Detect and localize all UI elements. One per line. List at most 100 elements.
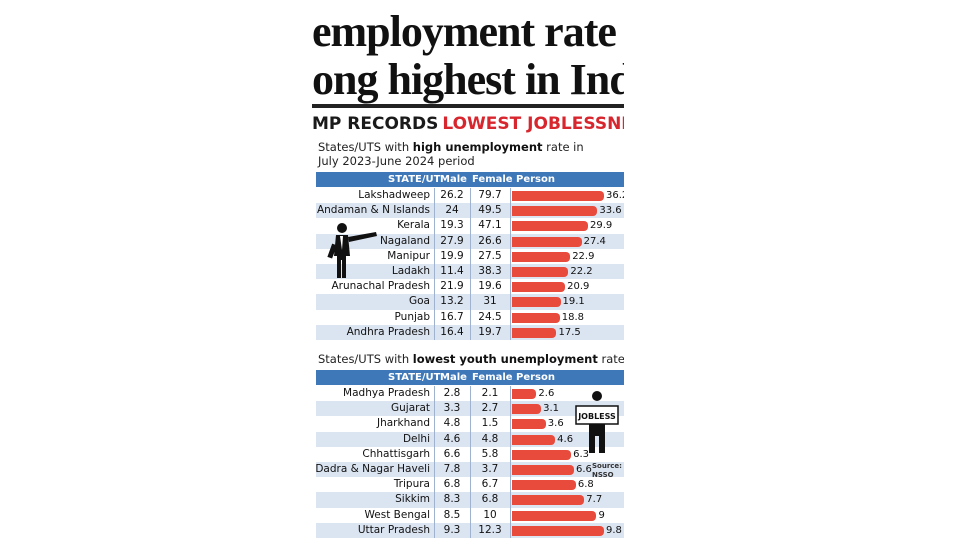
person-value-label: 9.8 xyxy=(606,524,622,536)
column-divider xyxy=(470,522,471,538)
headline-line-2: ong highest in India xyxy=(312,55,624,104)
table-row: Andaman & N Islands 24 49.5 33.6 xyxy=(316,203,624,219)
female-value: 49.5 xyxy=(478,204,502,217)
table-row: Punjab 16.7 24.5 18.8 xyxy=(316,309,624,325)
column-divider xyxy=(434,294,435,310)
column-divider xyxy=(510,279,511,295)
state-label: Gujarat xyxy=(390,402,430,415)
table1-col-state: STATE/UT xyxy=(388,174,441,185)
table2-subtitle-bold: lowest youth unemployment xyxy=(412,352,598,366)
column-divider xyxy=(470,416,471,432)
column-divider xyxy=(434,507,435,523)
column-divider xyxy=(470,233,471,249)
female-value: 27.5 xyxy=(478,249,502,262)
table2-col-person: Person xyxy=(516,372,555,383)
table1-col-male: Male xyxy=(440,174,467,185)
person-value-label: 3.1 xyxy=(543,403,559,415)
table2-col-state: STATE/UT xyxy=(388,372,441,383)
column-divider xyxy=(510,203,511,219)
male-value: 4.8 xyxy=(443,417,461,430)
male-value: 21.9 xyxy=(440,280,464,293)
table-row: Arunachal Pradesh 21.9 19.6 20.9 xyxy=(316,279,624,295)
column-divider xyxy=(470,188,471,204)
state-label: Kerala xyxy=(397,219,430,232)
jobless-sign-text: JOBLESS xyxy=(577,412,616,421)
column-divider xyxy=(434,188,435,204)
male-value: 24 xyxy=(445,204,459,217)
person-bar xyxy=(512,221,588,232)
column-divider xyxy=(434,309,435,325)
person-bar xyxy=(512,206,598,217)
column-divider xyxy=(470,264,471,280)
female-value: 26.6 xyxy=(478,234,502,247)
person-bar xyxy=(512,465,574,475)
column-divider xyxy=(434,416,435,432)
person-value-label: 7.7 xyxy=(586,494,603,506)
person-bar xyxy=(512,251,571,262)
male-value: 19.9 xyxy=(440,249,464,262)
table-row: Delhi 4.6 4.8 4.6 xyxy=(316,431,624,447)
column-divider xyxy=(434,218,435,234)
male-value: 6.6 xyxy=(443,447,461,460)
column-divider xyxy=(470,492,471,508)
table-row: Uttar Pradesh 9.3 12.3 9.8 xyxy=(316,522,624,538)
state-label: Arunachal Pradesh xyxy=(331,280,430,293)
female-value: 24.5 xyxy=(478,310,502,323)
pointing-man-icon xyxy=(327,223,377,278)
column-divider xyxy=(470,386,471,402)
table-row: Gujarat 3.3 2.7 3.1 xyxy=(316,401,624,417)
person-value-label: 6.8 xyxy=(577,479,594,491)
column-divider xyxy=(510,386,511,402)
table2-header: STATE/UT Male Female Person xyxy=(316,370,624,385)
column-divider xyxy=(510,294,511,310)
infographic: employment rate in ong highest in India … xyxy=(312,0,624,550)
male-value: 7.8 xyxy=(443,463,461,475)
male-value: 4.6 xyxy=(443,432,461,445)
table1-subtitle-post: rate in xyxy=(542,140,584,154)
column-divider xyxy=(434,233,435,249)
person-bar xyxy=(512,312,560,323)
male-value: 6.8 xyxy=(443,478,461,491)
column-divider xyxy=(510,446,511,462)
person-value-label: 9 xyxy=(598,509,605,521)
person-value-label: 33.6 xyxy=(599,205,622,217)
state-label: Jharkhand xyxy=(377,417,430,430)
state-label: Nagaland xyxy=(379,234,430,247)
table-row: Goa 13.2 31 19.1 xyxy=(316,294,624,310)
table-row: Tripura 6.8 6.7 6.8 xyxy=(316,477,624,493)
male-value: 11.4 xyxy=(440,265,464,277)
person-bar xyxy=(512,434,556,445)
male-value: 3.3 xyxy=(443,402,461,415)
column-divider xyxy=(434,492,435,508)
table-row: Manipur 19.9 27.5 22.9 xyxy=(316,248,624,264)
banner-dark-text: MP RECORDS xyxy=(312,114,439,134)
person-value-label: 22.2 xyxy=(570,266,593,277)
column-divider xyxy=(470,203,471,219)
table-row: Chhattisgarh 6.6 5.8 6.3 xyxy=(316,446,624,462)
column-divider xyxy=(470,401,471,417)
person-bar xyxy=(512,449,572,460)
column-divider xyxy=(470,431,471,447)
table1-subtitle-bold: high unemployment xyxy=(412,140,543,154)
table-row: Ladakh 11.4 38.3 22.2 xyxy=(316,264,624,280)
male-value: 16.7 xyxy=(440,310,464,323)
male-value: 8.5 xyxy=(443,508,461,521)
state-label: Andaman & N Islands xyxy=(316,204,430,217)
person-value-label: 6.6 xyxy=(575,464,592,475)
column-divider xyxy=(470,294,471,310)
column-divider xyxy=(434,248,435,264)
person-bar xyxy=(512,495,585,506)
column-divider xyxy=(434,203,435,219)
table1-subtitle: States/UTS with high unemployment rate i… xyxy=(318,140,584,168)
person-value-label: 20.9 xyxy=(567,281,590,293)
headline-line-1: employment rate in xyxy=(312,7,624,56)
female-value: 6.8 xyxy=(481,493,499,506)
column-divider xyxy=(510,492,511,508)
person-value-label: 2.6 xyxy=(538,388,555,399)
column-divider xyxy=(470,218,471,234)
male-value: 8.3 xyxy=(443,493,461,506)
person-bar xyxy=(512,191,604,201)
person-value-label: 4.6 xyxy=(557,433,574,445)
female-value: 79.7 xyxy=(478,189,502,201)
